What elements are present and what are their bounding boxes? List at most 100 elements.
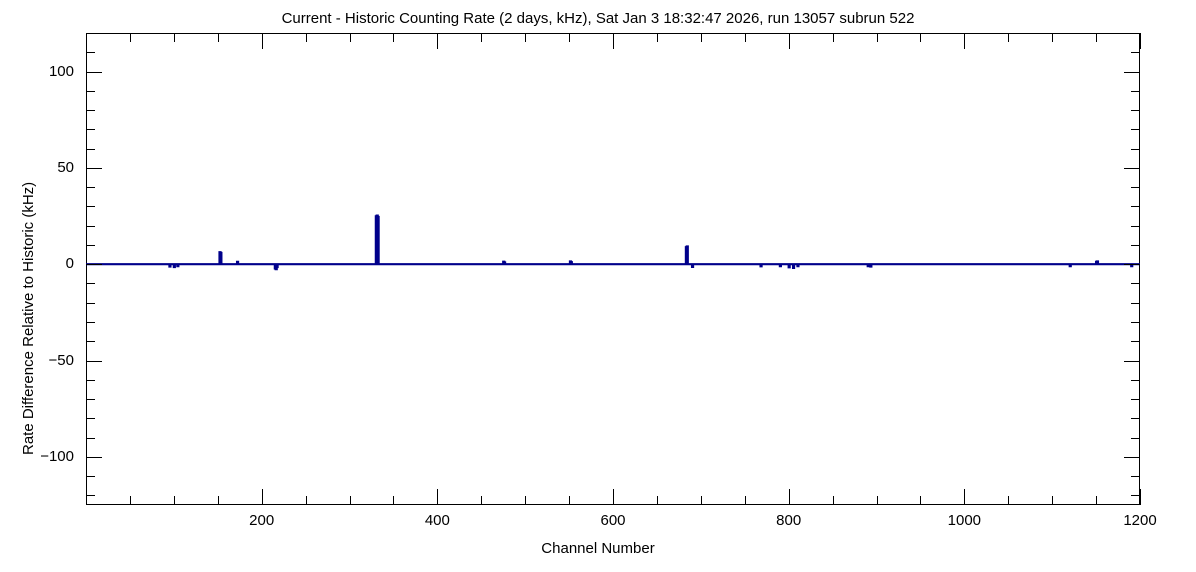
x-major-tick bbox=[789, 489, 790, 505]
y-minor-tick bbox=[86, 187, 95, 188]
y-minor-tick-right bbox=[1131, 187, 1140, 188]
y-minor-tick-right bbox=[1131, 438, 1140, 439]
x-minor-tick bbox=[920, 496, 921, 505]
x-major-tick bbox=[964, 489, 965, 505]
y-major-tick bbox=[86, 168, 102, 169]
x-major-tick-top bbox=[1140, 33, 1141, 49]
x-minor-tick-top bbox=[525, 33, 526, 42]
x-minor-tick bbox=[86, 496, 87, 505]
y-minor-tick-right bbox=[1131, 283, 1140, 284]
chart-title: Current - Historic Counting Rate (2 days… bbox=[281, 10, 915, 27]
y-major-tick bbox=[86, 72, 102, 73]
y-minor-tick-right bbox=[1131, 110, 1140, 111]
y-minor-tick bbox=[86, 303, 95, 304]
x-minor-tick-top bbox=[701, 33, 702, 42]
x-minor-tick bbox=[745, 496, 746, 505]
x-minor-tick-top bbox=[393, 33, 394, 42]
y-minor-tick bbox=[86, 226, 95, 227]
x-major-tick bbox=[613, 489, 614, 505]
y-minor-tick bbox=[86, 52, 95, 53]
y-minor-tick-right bbox=[1131, 476, 1140, 477]
x-minor-tick bbox=[833, 496, 834, 505]
x-minor-tick bbox=[130, 496, 131, 505]
x-minor-tick bbox=[174, 496, 175, 505]
y-minor-tick bbox=[86, 149, 95, 150]
x-minor-tick-top bbox=[130, 33, 131, 42]
y-major-tick bbox=[86, 264, 102, 265]
x-minor-tick bbox=[306, 496, 307, 505]
y-minor-tick-right bbox=[1131, 129, 1140, 130]
x-minor-tick bbox=[1052, 496, 1053, 505]
y-major-tick bbox=[86, 361, 102, 362]
x-minor-tick-top bbox=[657, 33, 658, 42]
y-minor-tick-right bbox=[1131, 33, 1140, 34]
y-minor-tick bbox=[86, 206, 95, 207]
x-minor-tick-top bbox=[920, 33, 921, 42]
y-axis-title: Rate Difference Relative to Historic (kH… bbox=[20, 181, 37, 455]
y-major-tick bbox=[86, 457, 102, 458]
y-minor-tick bbox=[86, 438, 95, 439]
y-minor-tick bbox=[86, 341, 95, 342]
x-minor-tick-top bbox=[174, 33, 175, 42]
x-major-tick bbox=[262, 489, 263, 505]
x-major-tick-top bbox=[613, 33, 614, 49]
x-minor-tick-top bbox=[569, 33, 570, 42]
y-minor-tick-right bbox=[1131, 52, 1140, 53]
y-axis-tick-label: −50 bbox=[48, 351, 74, 369]
y-minor-tick-right bbox=[1131, 322, 1140, 323]
x-minor-tick-top bbox=[306, 33, 307, 42]
x-minor-tick bbox=[218, 496, 219, 505]
y-minor-tick-right bbox=[1131, 245, 1140, 246]
x-minor-tick-top bbox=[86, 33, 87, 42]
x-axis-tick-label: 1200 bbox=[1123, 512, 1157, 529]
y-major-tick-right bbox=[1124, 264, 1140, 265]
y-major-tick-right bbox=[1124, 457, 1140, 458]
y-minor-tick bbox=[86, 283, 95, 284]
y-minor-tick-right bbox=[1131, 399, 1140, 400]
x-axis-tick-label: 1000 bbox=[947, 512, 982, 529]
x-major-tick-top bbox=[789, 33, 790, 49]
x-axis-tick-label: 400 bbox=[424, 512, 450, 529]
x-axis-tick-label: 200 bbox=[249, 512, 275, 529]
x-minor-tick-top bbox=[1008, 33, 1009, 42]
x-minor-tick bbox=[350, 496, 351, 505]
y-major-tick-right bbox=[1124, 72, 1140, 73]
y-minor-tick bbox=[86, 322, 95, 323]
y-minor-tick-right bbox=[1131, 380, 1140, 381]
y-minor-tick-right bbox=[1131, 91, 1140, 92]
x-minor-tick-top bbox=[218, 33, 219, 42]
x-minor-tick-top bbox=[833, 33, 834, 42]
x-axis-tick-label: 800 bbox=[776, 512, 802, 529]
y-axis-tick-label: −100 bbox=[40, 447, 74, 465]
x-minor-tick bbox=[569, 496, 570, 505]
x-minor-tick-top bbox=[481, 33, 482, 42]
x-major-tick-top bbox=[437, 33, 438, 49]
y-minor-tick-right bbox=[1131, 206, 1140, 207]
y-minor-tick-right bbox=[1131, 226, 1140, 227]
y-minor-tick-right bbox=[1131, 303, 1140, 304]
y-minor-tick bbox=[86, 380, 95, 381]
y-major-tick-right bbox=[1124, 361, 1140, 362]
plot-frame bbox=[86, 33, 1140, 505]
x-major-tick-top bbox=[964, 33, 965, 49]
y-axis-tick-label: 50 bbox=[57, 158, 74, 176]
x-minor-tick-top bbox=[350, 33, 351, 42]
x-minor-tick bbox=[393, 496, 394, 505]
y-minor-tick bbox=[86, 418, 95, 419]
x-minor-tick bbox=[877, 496, 878, 505]
x-minor-tick bbox=[481, 496, 482, 505]
y-minor-tick bbox=[86, 495, 95, 496]
x-minor-tick bbox=[701, 496, 702, 505]
x-major-tick-top bbox=[262, 33, 263, 49]
x-axis-tick-label: 600 bbox=[600, 512, 626, 529]
x-minor-tick-top bbox=[745, 33, 746, 42]
y-minor-tick bbox=[86, 245, 95, 246]
y-minor-tick-right bbox=[1131, 495, 1140, 496]
y-minor-tick bbox=[86, 110, 95, 111]
y-minor-tick bbox=[86, 91, 95, 92]
y-minor-tick-right bbox=[1131, 149, 1140, 150]
x-minor-tick-top bbox=[877, 33, 878, 42]
y-minor-tick bbox=[86, 129, 95, 130]
x-minor-tick bbox=[525, 496, 526, 505]
